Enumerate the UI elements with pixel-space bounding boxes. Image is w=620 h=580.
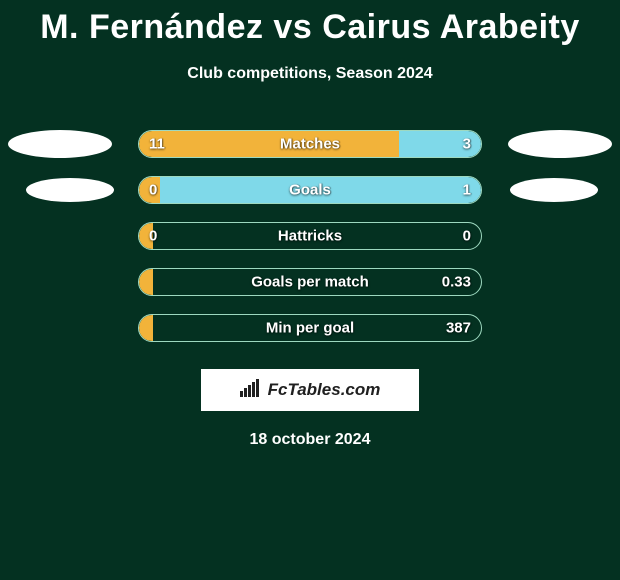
left-value: 0 — [149, 228, 157, 245]
bar-left-fill — [139, 131, 399, 157]
stat-row: 11 Matches 3 — [0, 121, 620, 167]
stat-row: 0 Hattricks 0 — [0, 213, 620, 259]
date-label: 18 october 2024 — [0, 431, 620, 449]
bar-left-fill — [139, 269, 153, 295]
bar-track: Min per goal 387 — [138, 314, 482, 342]
stat-row: Min per goal 387 — [0, 305, 620, 351]
subtitle: Club competitions, Season 2024 — [0, 65, 620, 83]
right-value: 1 — [463, 182, 471, 199]
comparison-chart: 11 Matches 3 0 Goals 1 0 Hattricks 0 — [0, 121, 620, 351]
bar-track: 0 Goals 1 — [138, 176, 482, 204]
player1-avatar-placeholder — [8, 130, 112, 158]
player2-avatar-placeholder — [510, 178, 598, 202]
right-value: 0.33 — [442, 274, 471, 291]
stat-row: Goals per match 0.33 — [0, 259, 620, 305]
player2-avatar-placeholder — [508, 130, 612, 158]
brand-badge: FcTables.com — [201, 369, 419, 411]
stat-row: 0 Goals 1 — [0, 167, 620, 213]
metric-label: Goals — [289, 182, 331, 199]
right-value: 3 — [463, 136, 471, 153]
right-value: 0 — [463, 228, 471, 245]
page-title: M. Fernández vs Cairus Arabeity — [0, 0, 620, 47]
bar-track: Goals per match 0.33 — [138, 268, 482, 296]
left-value: 11 — [149, 136, 165, 153]
metric-label: Min per goal — [266, 320, 354, 337]
left-value: 0 — [149, 182, 157, 199]
metric-label: Goals per match — [251, 274, 369, 291]
bar-left-fill — [139, 315, 153, 341]
brand-label: FcTables.com — [268, 380, 381, 400]
bar-track: 0 Hattricks 0 — [138, 222, 482, 250]
right-value: 387 — [446, 320, 471, 337]
bar-track: 11 Matches 3 — [138, 130, 482, 158]
metric-label: Matches — [280, 136, 340, 153]
player1-avatar-placeholder — [26, 178, 114, 202]
chart-bars-icon — [240, 379, 262, 402]
metric-label: Hattricks — [278, 228, 342, 245]
